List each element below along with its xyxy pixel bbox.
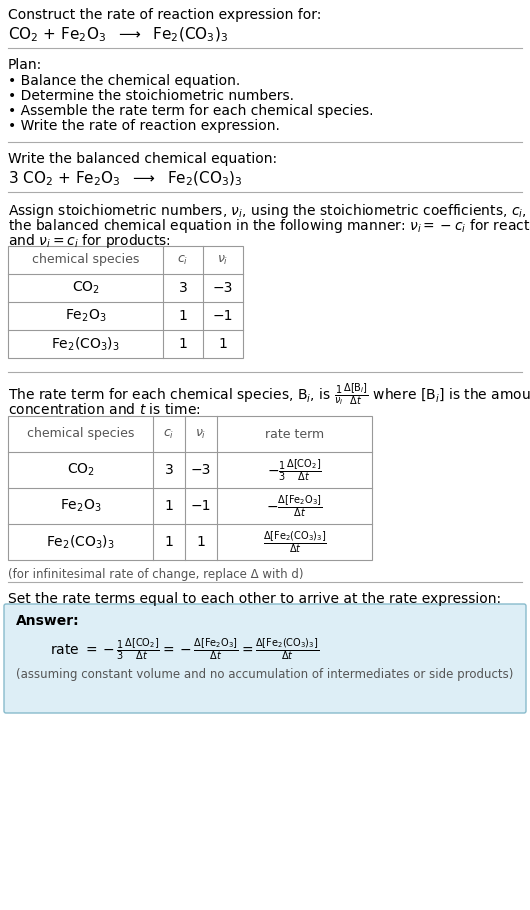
Text: the balanced chemical equation in the following manner: $\nu_i = -c_i$ for react: the balanced chemical equation in the fo… xyxy=(8,217,530,235)
Text: Answer:: Answer: xyxy=(16,614,80,628)
Text: $c_i$: $c_i$ xyxy=(163,428,174,440)
Text: −1: −1 xyxy=(213,309,233,323)
Bar xyxy=(8,246,243,358)
Text: −3: −3 xyxy=(191,463,211,477)
Text: 3: 3 xyxy=(165,463,173,477)
Bar xyxy=(8,416,372,560)
Text: Construct the rate of reaction expression for:: Construct the rate of reaction expressio… xyxy=(8,8,321,22)
Text: rate $= -\frac{1}{3}\frac{\Delta[\mathrm{CO_2}]}{\Delta t} = -\frac{\Delta[\math: rate $= -\frac{1}{3}\frac{\Delta[\mathrm… xyxy=(50,636,319,662)
Text: Set the rate terms equal to each other to arrive at the rate expression:: Set the rate terms equal to each other t… xyxy=(8,592,501,606)
Text: 1: 1 xyxy=(197,535,206,549)
Text: (for infinitesimal rate of change, replace Δ with d): (for infinitesimal rate of change, repla… xyxy=(8,568,304,581)
Text: Fe$_2$(CO$_3$)$_3$: Fe$_2$(CO$_3$)$_3$ xyxy=(46,533,115,551)
Text: (assuming constant volume and no accumulation of intermediates or side products): (assuming constant volume and no accumul… xyxy=(16,668,514,681)
Text: 1: 1 xyxy=(179,309,188,323)
Text: $c_i$: $c_i$ xyxy=(178,254,189,267)
Text: $-\frac{\Delta[\mathrm{Fe_2O_3}]}{\Delta t}$: $-\frac{\Delta[\mathrm{Fe_2O_3}]}{\Delta… xyxy=(266,493,323,519)
Text: −1: −1 xyxy=(191,499,211,513)
Text: $\nu_i$: $\nu_i$ xyxy=(196,428,207,440)
Text: concentration and $t$ is time:: concentration and $t$ is time: xyxy=(8,402,201,417)
Text: Fe$_2$(CO$_3$)$_3$: Fe$_2$(CO$_3$)$_3$ xyxy=(51,335,120,353)
Text: CO$_2$ + Fe$_2$O$_3$  $\longrightarrow$  Fe$_2$(CO$_3$)$_3$: CO$_2$ + Fe$_2$O$_3$ $\longrightarrow$ F… xyxy=(8,26,228,45)
Text: $\frac{\Delta[\mathrm{Fe_2(CO_3)_3}]}{\Delta t}$: $\frac{\Delta[\mathrm{Fe_2(CO_3)_3}]}{\D… xyxy=(262,529,326,555)
Text: 3 CO$_2$ + Fe$_2$O$_3$  $\longrightarrow$  Fe$_2$(CO$_3$)$_3$: 3 CO$_2$ + Fe$_2$O$_3$ $\longrightarrow$… xyxy=(8,170,243,188)
Text: chemical species: chemical species xyxy=(27,428,134,440)
Text: • Write the rate of reaction expression.: • Write the rate of reaction expression. xyxy=(8,119,280,133)
Text: • Determine the stoichiometric numbers.: • Determine the stoichiometric numbers. xyxy=(8,89,294,103)
Text: rate term: rate term xyxy=(265,428,324,440)
Text: • Assemble the rate term for each chemical species.: • Assemble the rate term for each chemic… xyxy=(8,104,374,118)
Text: CO$_2$: CO$_2$ xyxy=(67,461,94,478)
Text: 1: 1 xyxy=(164,499,173,513)
Text: 3: 3 xyxy=(179,281,188,295)
Text: 1: 1 xyxy=(218,337,227,351)
Text: chemical species: chemical species xyxy=(32,254,139,267)
Text: Fe$_2$O$_3$: Fe$_2$O$_3$ xyxy=(60,498,101,514)
FancyBboxPatch shape xyxy=(4,604,526,713)
Text: Plan:: Plan: xyxy=(8,58,42,72)
Text: Fe$_2$O$_3$: Fe$_2$O$_3$ xyxy=(65,308,107,324)
Text: Write the balanced chemical equation:: Write the balanced chemical equation: xyxy=(8,152,277,166)
Text: and $\nu_i = c_i$ for products:: and $\nu_i = c_i$ for products: xyxy=(8,232,171,250)
Text: −3: −3 xyxy=(213,281,233,295)
Text: 1: 1 xyxy=(164,535,173,549)
Text: $-\frac{1}{3}\frac{\Delta[\mathrm{CO_2}]}{\Delta t}$: $-\frac{1}{3}\frac{\Delta[\mathrm{CO_2}]… xyxy=(267,457,322,483)
Text: $\nu_i$: $\nu_i$ xyxy=(217,254,228,267)
Text: CO$_2$: CO$_2$ xyxy=(72,279,100,296)
Text: • Balance the chemical equation.: • Balance the chemical equation. xyxy=(8,74,240,88)
Text: 1: 1 xyxy=(179,337,188,351)
Text: Assign stoichiometric numbers, $\nu_i$, using the stoichiometric coefficients, $: Assign stoichiometric numbers, $\nu_i$, … xyxy=(8,202,530,220)
Text: The rate term for each chemical species, B$_i$, is $\frac{1}{\nu_i}\frac{\Delta[: The rate term for each chemical species,… xyxy=(8,382,530,408)
